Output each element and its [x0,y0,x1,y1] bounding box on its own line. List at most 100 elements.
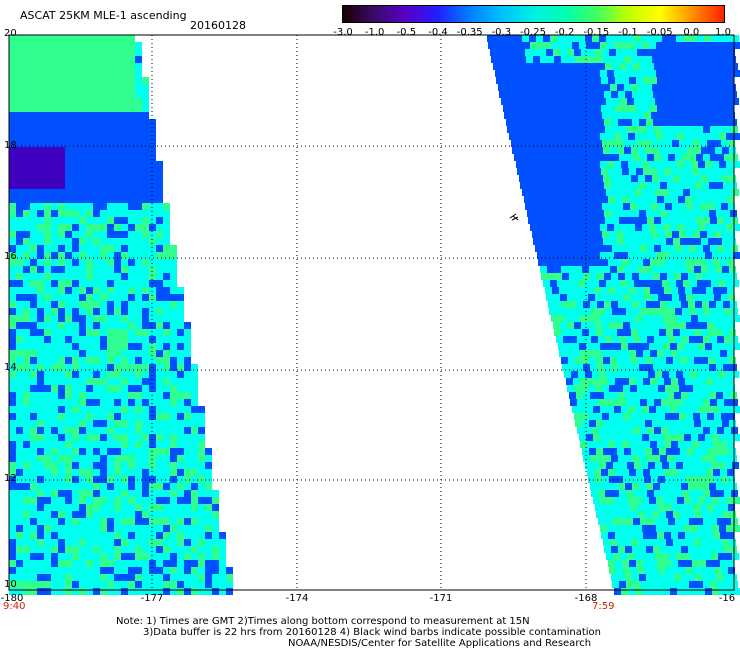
swath-cell [121,532,128,539]
swath-cell [93,196,100,203]
swath-cell [65,294,72,301]
swath-cell [669,553,676,560]
swath-cell [191,581,198,588]
swath-cell [605,399,612,406]
swath-cell [149,126,156,133]
swath-cell [689,399,696,406]
swath-cell [605,518,612,525]
swath-cell [135,245,142,252]
swath-cell [142,532,149,539]
swath-cell [72,441,79,448]
swath-cell [712,133,719,140]
swath-cell [601,350,608,357]
swath-cell [567,203,574,210]
swath-cell [65,245,72,252]
swath-cell [537,161,544,168]
swath-cell [23,259,30,266]
swath-cell [16,315,23,322]
swath-cell [9,567,16,574]
swath-cell [72,574,79,581]
swath-cell [588,385,595,392]
swath-cell [37,238,44,245]
swath-cell [9,350,16,357]
swath-cell [566,168,573,175]
swath-cell [30,553,37,560]
swath-cell [156,217,163,224]
swath-cell [562,273,569,280]
swath-cell [205,462,212,469]
swath-cell [114,497,121,504]
swath-cell [620,280,627,287]
swath-cell [37,434,44,441]
swath-cell [615,105,622,112]
swath-cell [93,84,100,91]
swath-cell [163,385,170,392]
swath-cell [114,196,121,203]
swath-cell [100,483,107,490]
swath-cell [65,231,72,238]
swath-cell [505,56,512,63]
swath-cell [191,567,198,574]
swath-cell [86,399,93,406]
swath-cell [621,42,628,49]
swath-cell [534,91,541,98]
swath-cell [100,588,107,595]
swath-cell [58,161,65,168]
swath-cell [65,434,72,441]
swath-cell [713,560,720,567]
swath-cell [680,266,687,273]
swath-cell [712,252,719,259]
swath-cell [487,35,494,42]
swath-cell [623,567,630,574]
swath-cell [16,217,23,224]
swath-cell [128,350,135,357]
swath-cell [93,497,100,504]
swath-cell [622,77,629,84]
swath-cell [658,504,665,511]
swath-cell [9,98,16,105]
x-tick-minus16: -16 [718,593,736,604]
swath-cell [494,35,501,42]
swath-cell [644,476,651,483]
swath-cell [706,287,713,294]
swath-cell [634,280,641,287]
y-tick-14: 14 [4,362,17,373]
swath-cell [508,35,515,42]
swath-cell [716,483,723,490]
swath-cell [9,35,16,42]
swath-cell [692,350,699,357]
swath-cell [121,133,128,140]
swath-cell [100,77,107,84]
swath-cell [9,413,16,420]
swath-cell [44,77,51,84]
swath-cell [579,133,586,140]
swath-cell [595,322,602,329]
swath-cell [86,70,93,77]
swath-cell [72,392,79,399]
swath-cell [712,406,719,413]
swath-cell [602,203,609,210]
swath-cell [51,91,58,98]
swath-cell [658,140,665,147]
swath-cell [16,56,23,63]
swath-cell [170,336,177,343]
swath-cell [640,217,647,224]
swath-cell [79,476,86,483]
swath-cell [198,441,205,448]
swath-cell [659,266,666,273]
swath-cell [581,49,588,56]
swath-cell [156,357,163,364]
swath-cell [644,504,651,511]
swath-cell [678,469,685,476]
swath-cell [107,497,114,504]
swath-cell [184,490,191,497]
swath-cell [562,119,569,126]
swath-cell [697,371,704,378]
swath-cell [511,140,518,147]
swath-cell [612,63,619,70]
swath-cell [135,105,142,112]
swath-cell [685,259,692,266]
swath-cell [107,560,114,567]
swath-cell [86,147,93,154]
swath-cell [58,581,65,588]
